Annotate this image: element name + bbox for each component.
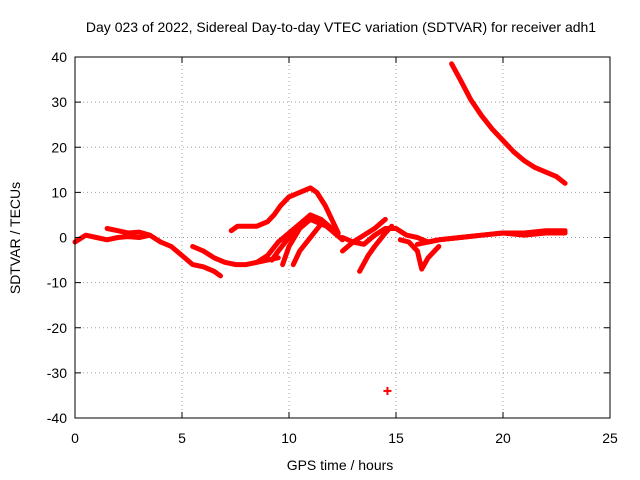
y-tick-label: -20 (47, 320, 67, 336)
y-tick-label: 30 (51, 94, 67, 110)
chart-title: Day 023 of 2022, Sidereal Day-to-day VTE… (86, 19, 596, 35)
y-tick-label: 10 (51, 184, 67, 200)
x-tick-label: 20 (495, 430, 511, 446)
y-tick-label: 20 (51, 139, 67, 155)
y-tick-label: -10 (47, 275, 67, 291)
y-tick-label: -30 (47, 365, 67, 381)
series-track-7 (280, 216, 324, 268)
x-tick-label: 5 (178, 430, 186, 446)
y-axis-label: SDTVAR / TECUs (7, 182, 23, 294)
series-layer (72, 61, 568, 395)
y-tick-label: 40 (51, 49, 67, 65)
series-track-11 (357, 223, 395, 274)
grid-layer (75, 57, 610, 418)
y-tick-label: -40 (47, 410, 67, 426)
x-tick-label: 15 (388, 430, 404, 446)
series-track-8 (290, 221, 335, 268)
series-track-1 (72, 232, 223, 279)
series-track-12 (397, 237, 442, 272)
x-tick-label: 0 (71, 430, 79, 446)
series-track-4 (228, 185, 341, 236)
x-tick-label: 25 (602, 430, 618, 446)
series-track-3 (190, 244, 281, 268)
series-track-10 (340, 216, 388, 254)
series-track-14 (449, 61, 568, 186)
series-track-2 (104, 226, 153, 238)
series-track-13 (414, 230, 568, 247)
tick-layer: 0 5 10 15 20 25 -40 -30 -20 -10 0 10 20 30 40 (47, 49, 618, 446)
x-tick-label: 10 (281, 430, 297, 446)
y-tick-label: 0 (59, 230, 67, 246)
x-axis-label: GPS time / hours (287, 457, 394, 473)
data-point-track-15 (383, 386, 392, 395)
